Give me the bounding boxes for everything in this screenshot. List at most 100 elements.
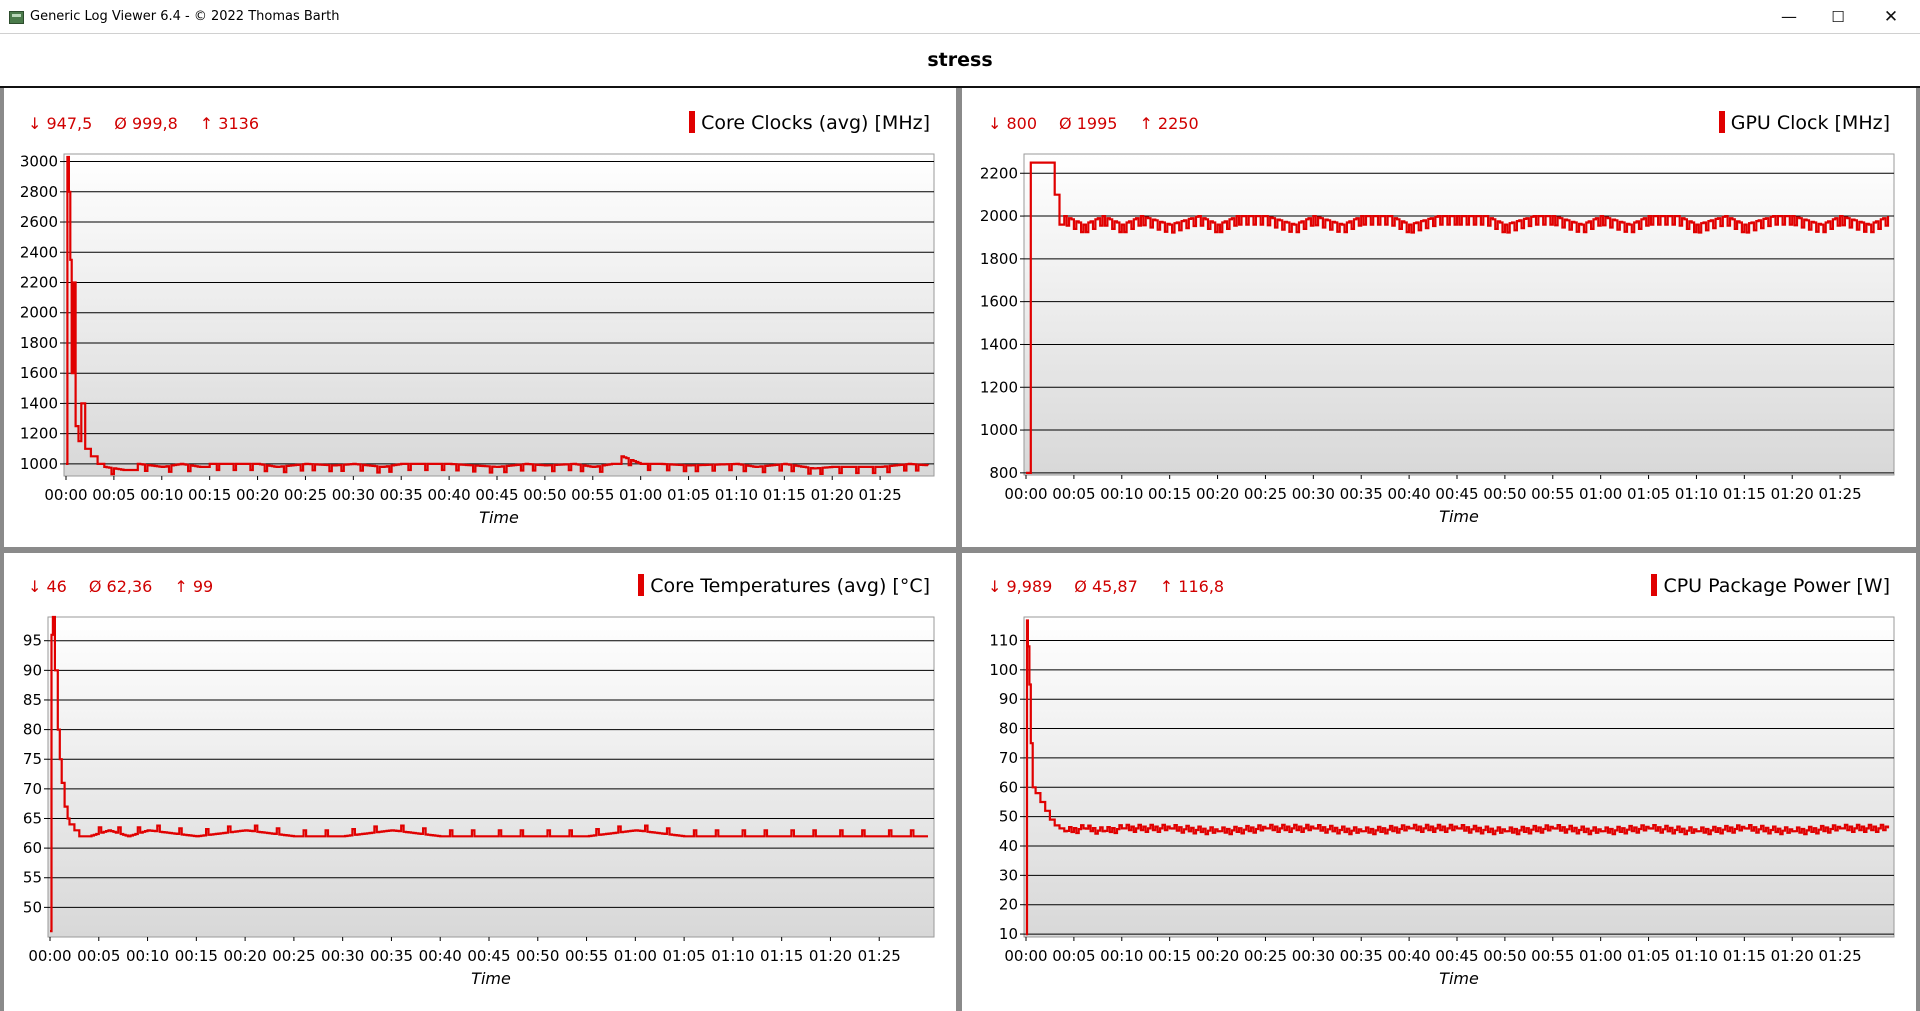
y-tick-label: 80	[999, 720, 1018, 738]
stat-avg: Ø 1995	[1059, 114, 1118, 133]
x-tick-label: 00:35	[1340, 947, 1383, 965]
y-tick-label: 2200	[20, 273, 58, 291]
x-tick-label: 01:15	[760, 947, 803, 965]
x-tick-label: 00:30	[1292, 947, 1335, 965]
plot-area	[1023, 153, 1895, 476]
y-tick-label: 85	[23, 691, 42, 709]
stat-max: ↑ 2250	[1139, 114, 1199, 133]
panel-core-temps: ↓ 46 Ø 62,36 ↑ 99 Core Temperatures (avg) …	[4, 553, 956, 1011]
x-tick-label: 00:45	[1435, 947, 1478, 965]
x-tick-label: 01:00	[1579, 947, 1622, 965]
x-tick-label: 00:15	[1148, 947, 1191, 965]
x-tick-label: 00:55	[1531, 485, 1574, 503]
y-tick-label: 1200	[980, 378, 1018, 396]
x-tick-label: 00:30	[332, 486, 375, 504]
x-tick-label: 00:10	[126, 947, 169, 965]
x-tick-label: 00:55	[571, 486, 614, 504]
x-tick-label: 01:05	[662, 947, 705, 965]
x-tick-label: 01:20	[1771, 947, 1814, 965]
y-tick-label: 2400	[20, 243, 58, 261]
y-tick-label: 20	[999, 896, 1018, 914]
y-tick-label: 2000	[980, 207, 1018, 225]
x-tick-label: 00:45	[467, 947, 510, 965]
x-tick-label: 01:00	[614, 947, 657, 965]
series-line	[1025, 619, 1890, 936]
y-tick-label: 2200	[980, 164, 1018, 182]
x-tick-label: 00:05	[92, 486, 135, 504]
chart-core-temps: 50 55 60 65 70 75 80 85 90 95 00:00 00:05 00:10 00:15…	[23, 615, 935, 988]
panel-title-text: CPU Package Power [W]	[1663, 575, 1890, 597]
panel-title-text: Core Temperatures (avg) [°C]	[650, 575, 930, 597]
x-tick-label: 00:40	[1387, 947, 1430, 965]
x-tick-label: 00:00	[28, 947, 71, 965]
panel-title-core-temps: Core Temperatures (avg) [°C]	[638, 574, 930, 597]
series-color-marker	[1718, 111, 1725, 133]
x-tick-label: 00:35	[380, 486, 423, 504]
x-tick-label: 00:35	[370, 947, 413, 965]
x-tick-label: 00:45	[1435, 485, 1478, 503]
maximize-button[interactable]: ☐	[1831, 8, 1845, 26]
window-title: Generic Log Viewer 6.4 - © 2022 Thomas B…	[30, 9, 340, 24]
chart-cpu-power: 10 20 30 40 50 60 70 80 90 100 110 00:00 00:05 00:10 0…	[989, 616, 1895, 988]
y-tick-label: 1000	[980, 421, 1018, 439]
stats-core-temps: ↓ 46 Ø 62,36 ↑ 99	[28, 577, 235, 596]
x-tick-label: 00:05	[1052, 947, 1095, 965]
x-tick-label: 00:15	[188, 486, 231, 504]
y-tick-label: 30	[999, 866, 1018, 884]
x-tick-label: 00:10	[140, 486, 183, 504]
y-tick-label: 1400	[20, 394, 58, 412]
plot-area	[47, 616, 935, 938]
stat-min: ↓ 947,5	[28, 114, 93, 133]
x-tick-label: 00:25	[1244, 947, 1287, 965]
panel-title-cpu-power: CPU Package Power [W]	[1651, 574, 1890, 597]
stat-min: ↓ 800	[988, 114, 1038, 133]
close-button[interactable]: ✕	[1883, 7, 1899, 27]
y-tick-label: 60	[23, 839, 42, 857]
x-tick-label: 00:20	[1196, 485, 1239, 503]
y-tick-label: 90	[999, 690, 1018, 708]
minimize-button[interactable]: —	[1781, 7, 1797, 26]
x-tick-label: 00:30	[1292, 485, 1335, 503]
x-tick-label: 00:55	[1531, 947, 1574, 965]
stat-min: ↓ 46	[28, 577, 67, 596]
stat-max: ↑ 3136	[199, 114, 259, 133]
x-tick-label: 01:25	[1818, 485, 1861, 503]
stat-avg: Ø 62,36	[88, 577, 153, 596]
stat-avg: Ø 999,8	[114, 114, 178, 133]
y-tick-label: 70	[999, 749, 1018, 767]
x-tick-label: 00:00	[44, 486, 87, 504]
y-tick-label: 55	[23, 869, 42, 887]
x-tick-label: 00:40	[1387, 485, 1430, 503]
y-tick-label: 1000	[20, 455, 58, 473]
stat-avg: Ø 45,87	[1074, 577, 1138, 596]
y-tick-label: 90	[23, 661, 42, 679]
x-tick-label: 01:25	[858, 486, 901, 504]
x-tick-label: 01:20	[1771, 485, 1814, 503]
page-header: stress	[0, 34, 1920, 88]
x-tick-label: 00:40	[419, 947, 462, 965]
x-tick-label: 01:10	[715, 486, 758, 504]
y-tick-label: 100	[989, 661, 1018, 679]
x-tick-label: 00:25	[1244, 485, 1287, 503]
y-tick-label: 95	[23, 632, 42, 650]
y-tick-label: 1600	[980, 293, 1018, 311]
x-tick-label: 01:05	[1627, 485, 1670, 503]
series-color-marker	[689, 111, 696, 133]
horizontal-splitter[interactable]	[0, 547, 1920, 553]
panel-core-clocks: ↓ 947,5 Ø 999,8 ↑ 3136 Core Clocks (avg) […	[4, 88, 956, 547]
panel-title-text: GPU Clock [MHz]	[1730, 112, 1890, 134]
x-tick-label: 00:35	[1340, 485, 1383, 503]
x-tick-label: 00:25	[272, 947, 315, 965]
x-tick-label: 00:05	[1052, 485, 1095, 503]
y-tick-label: 1800	[20, 334, 58, 352]
app-icon	[9, 11, 24, 24]
x-axis-label: Time	[1439, 969, 1479, 988]
x-tick-label: 01:20	[811, 486, 854, 504]
x-tick-label: 00:15	[1148, 485, 1191, 503]
x-tick-label: 00:10	[1100, 947, 1143, 965]
x-tick-label: 00:50	[523, 486, 566, 504]
window-titlebar: Generic Log Viewer 6.4 - © 2022 Thomas B…	[0, 0, 1920, 34]
stat-min: ↓ 9,989	[988, 577, 1053, 596]
x-tick-label: 00:55	[565, 947, 608, 965]
y-tick-label: 1600	[20, 364, 58, 382]
